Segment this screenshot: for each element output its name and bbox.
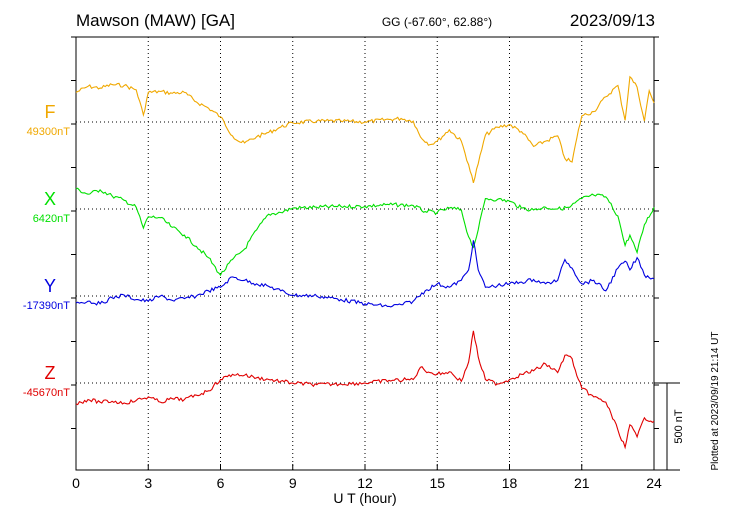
x-tick-label: 12 (357, 475, 373, 491)
scale-bar-label: 500 nT (673, 409, 685, 444)
x-tick-label: 3 (144, 475, 152, 491)
series-group (75, 75, 655, 450)
x-axis-label: U T (hour) (333, 490, 396, 506)
series-line-z (75, 330, 655, 450)
x-tick-label: 9 (289, 475, 297, 491)
series-name-f: F (45, 102, 56, 122)
series-line-f (75, 75, 655, 184)
x-tick-label: 6 (217, 475, 225, 491)
series-name-y: Y (44, 276, 56, 296)
scale-bar: 500 nT (654, 382, 685, 471)
x-axis: 0 3 6 9 12 15 18 21 24 (72, 464, 662, 491)
baseline-label-z: -45670nT (23, 387, 70, 399)
baseline-label-x: 6420nT (33, 213, 71, 225)
x-tick-label: 21 (574, 475, 590, 491)
coordinates-label: GG (-67.60°, 62.88°) (382, 15, 492, 29)
series-line-x (75, 187, 655, 277)
series-name-z: Z (45, 363, 56, 383)
station-title: Mawson (MAW) [GA] (76, 11, 235, 30)
series-name-x: X (44, 189, 56, 209)
x-tick-label: 0 (72, 475, 80, 491)
x-tick-label: 15 (429, 475, 445, 491)
plotted-at-note: Plotted at 2023/09/19 21:14 UT (710, 332, 721, 471)
x-tick-label: 18 (502, 475, 518, 491)
series-line-y (75, 240, 655, 308)
baseline-label-y: -17390nT (23, 300, 70, 312)
date-label: 2023/09/13 (570, 11, 655, 30)
plot-grid (71, 36, 659, 471)
baseline-label-f: 49300nT (27, 126, 71, 138)
channel-labels: F 49300nT X 6420nT Y -17390nT Z -45670nT (23, 102, 70, 399)
x-tick-label: 24 (646, 475, 662, 491)
